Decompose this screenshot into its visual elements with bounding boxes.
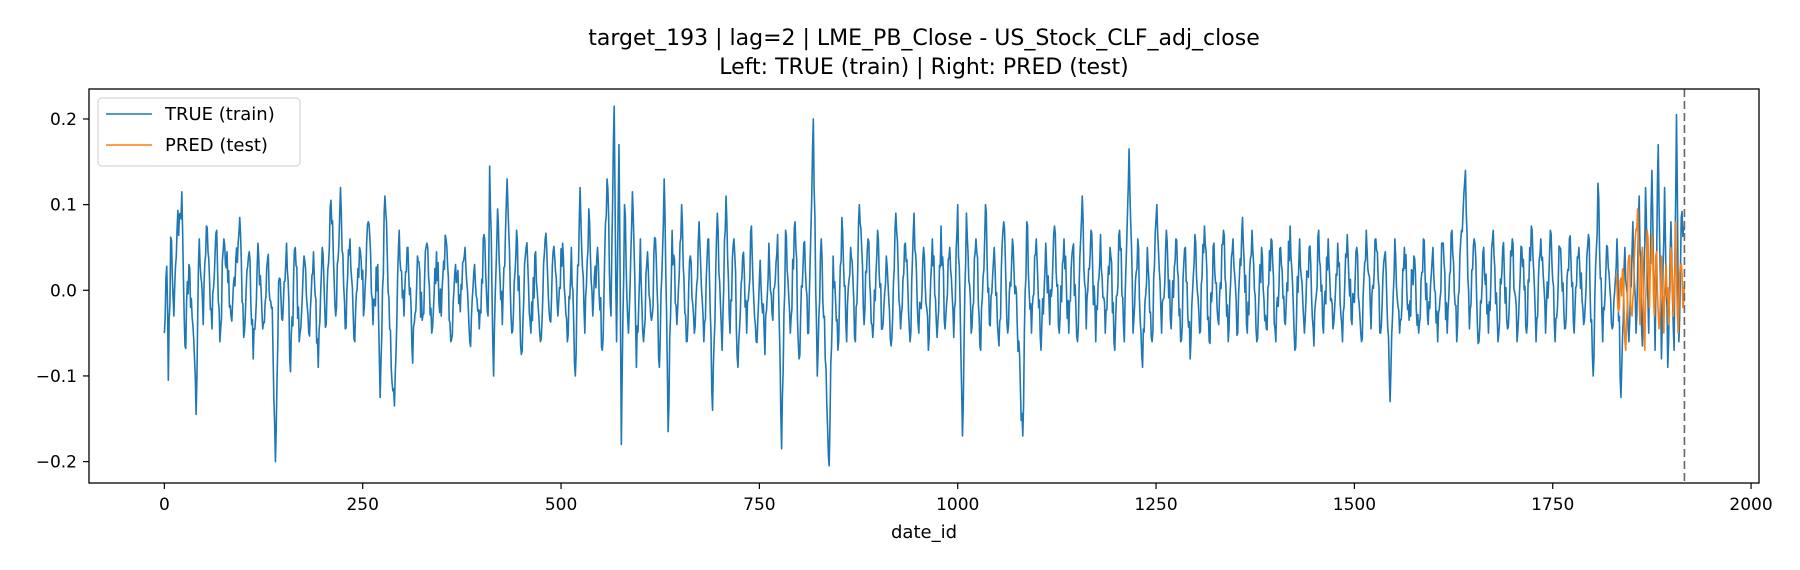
chart-subtitle: Left: TRUE (train) | Right: PRED (test) <box>719 55 1128 80</box>
x-tick-label: 1750 <box>1531 495 1574 515</box>
x-tick-label: 500 <box>545 495 577 515</box>
y-tick-label: −0.1 <box>36 367 77 387</box>
legend: TRUE (train) PRED (test) <box>97 97 301 167</box>
y-tick-label: 0.2 <box>50 110 77 130</box>
x-axis-label: date_id <box>891 522 957 543</box>
legend-label-pred: PRED (test) <box>165 135 268 156</box>
y-tick-label: −0.2 <box>36 453 77 473</box>
x-tick-label: 0 <box>159 495 170 515</box>
x-tick-label: 2000 <box>1729 495 1772 515</box>
x-tick-label: 1000 <box>936 495 979 515</box>
y-tick-label: 0.1 <box>50 196 77 216</box>
x-tick-label: 1250 <box>1134 495 1177 515</box>
y-tick-label: 0.0 <box>50 281 77 301</box>
series-line-true-train <box>163 105 1686 467</box>
x-tick-label: 250 <box>346 495 378 515</box>
y-axis: −0.2 −0.1 0.0 0.1 0.2 <box>36 110 89 473</box>
series-layer <box>163 105 1686 467</box>
legend-box <box>97 97 301 167</box>
x-axis: 0 250 500 750 1000 1250 1500 1750 2000 <box>159 483 1773 515</box>
legend-label-true: TRUE (train) <box>164 104 275 125</box>
series-line-pred-test <box>1615 208 1686 352</box>
x-tick-label: 750 <box>743 495 775 515</box>
chart-title: target_193 | lag=2 | LME_PB_Close - US_S… <box>588 26 1259 51</box>
x-tick-label: 1500 <box>1333 495 1376 515</box>
plot-frame <box>88 88 1760 484</box>
